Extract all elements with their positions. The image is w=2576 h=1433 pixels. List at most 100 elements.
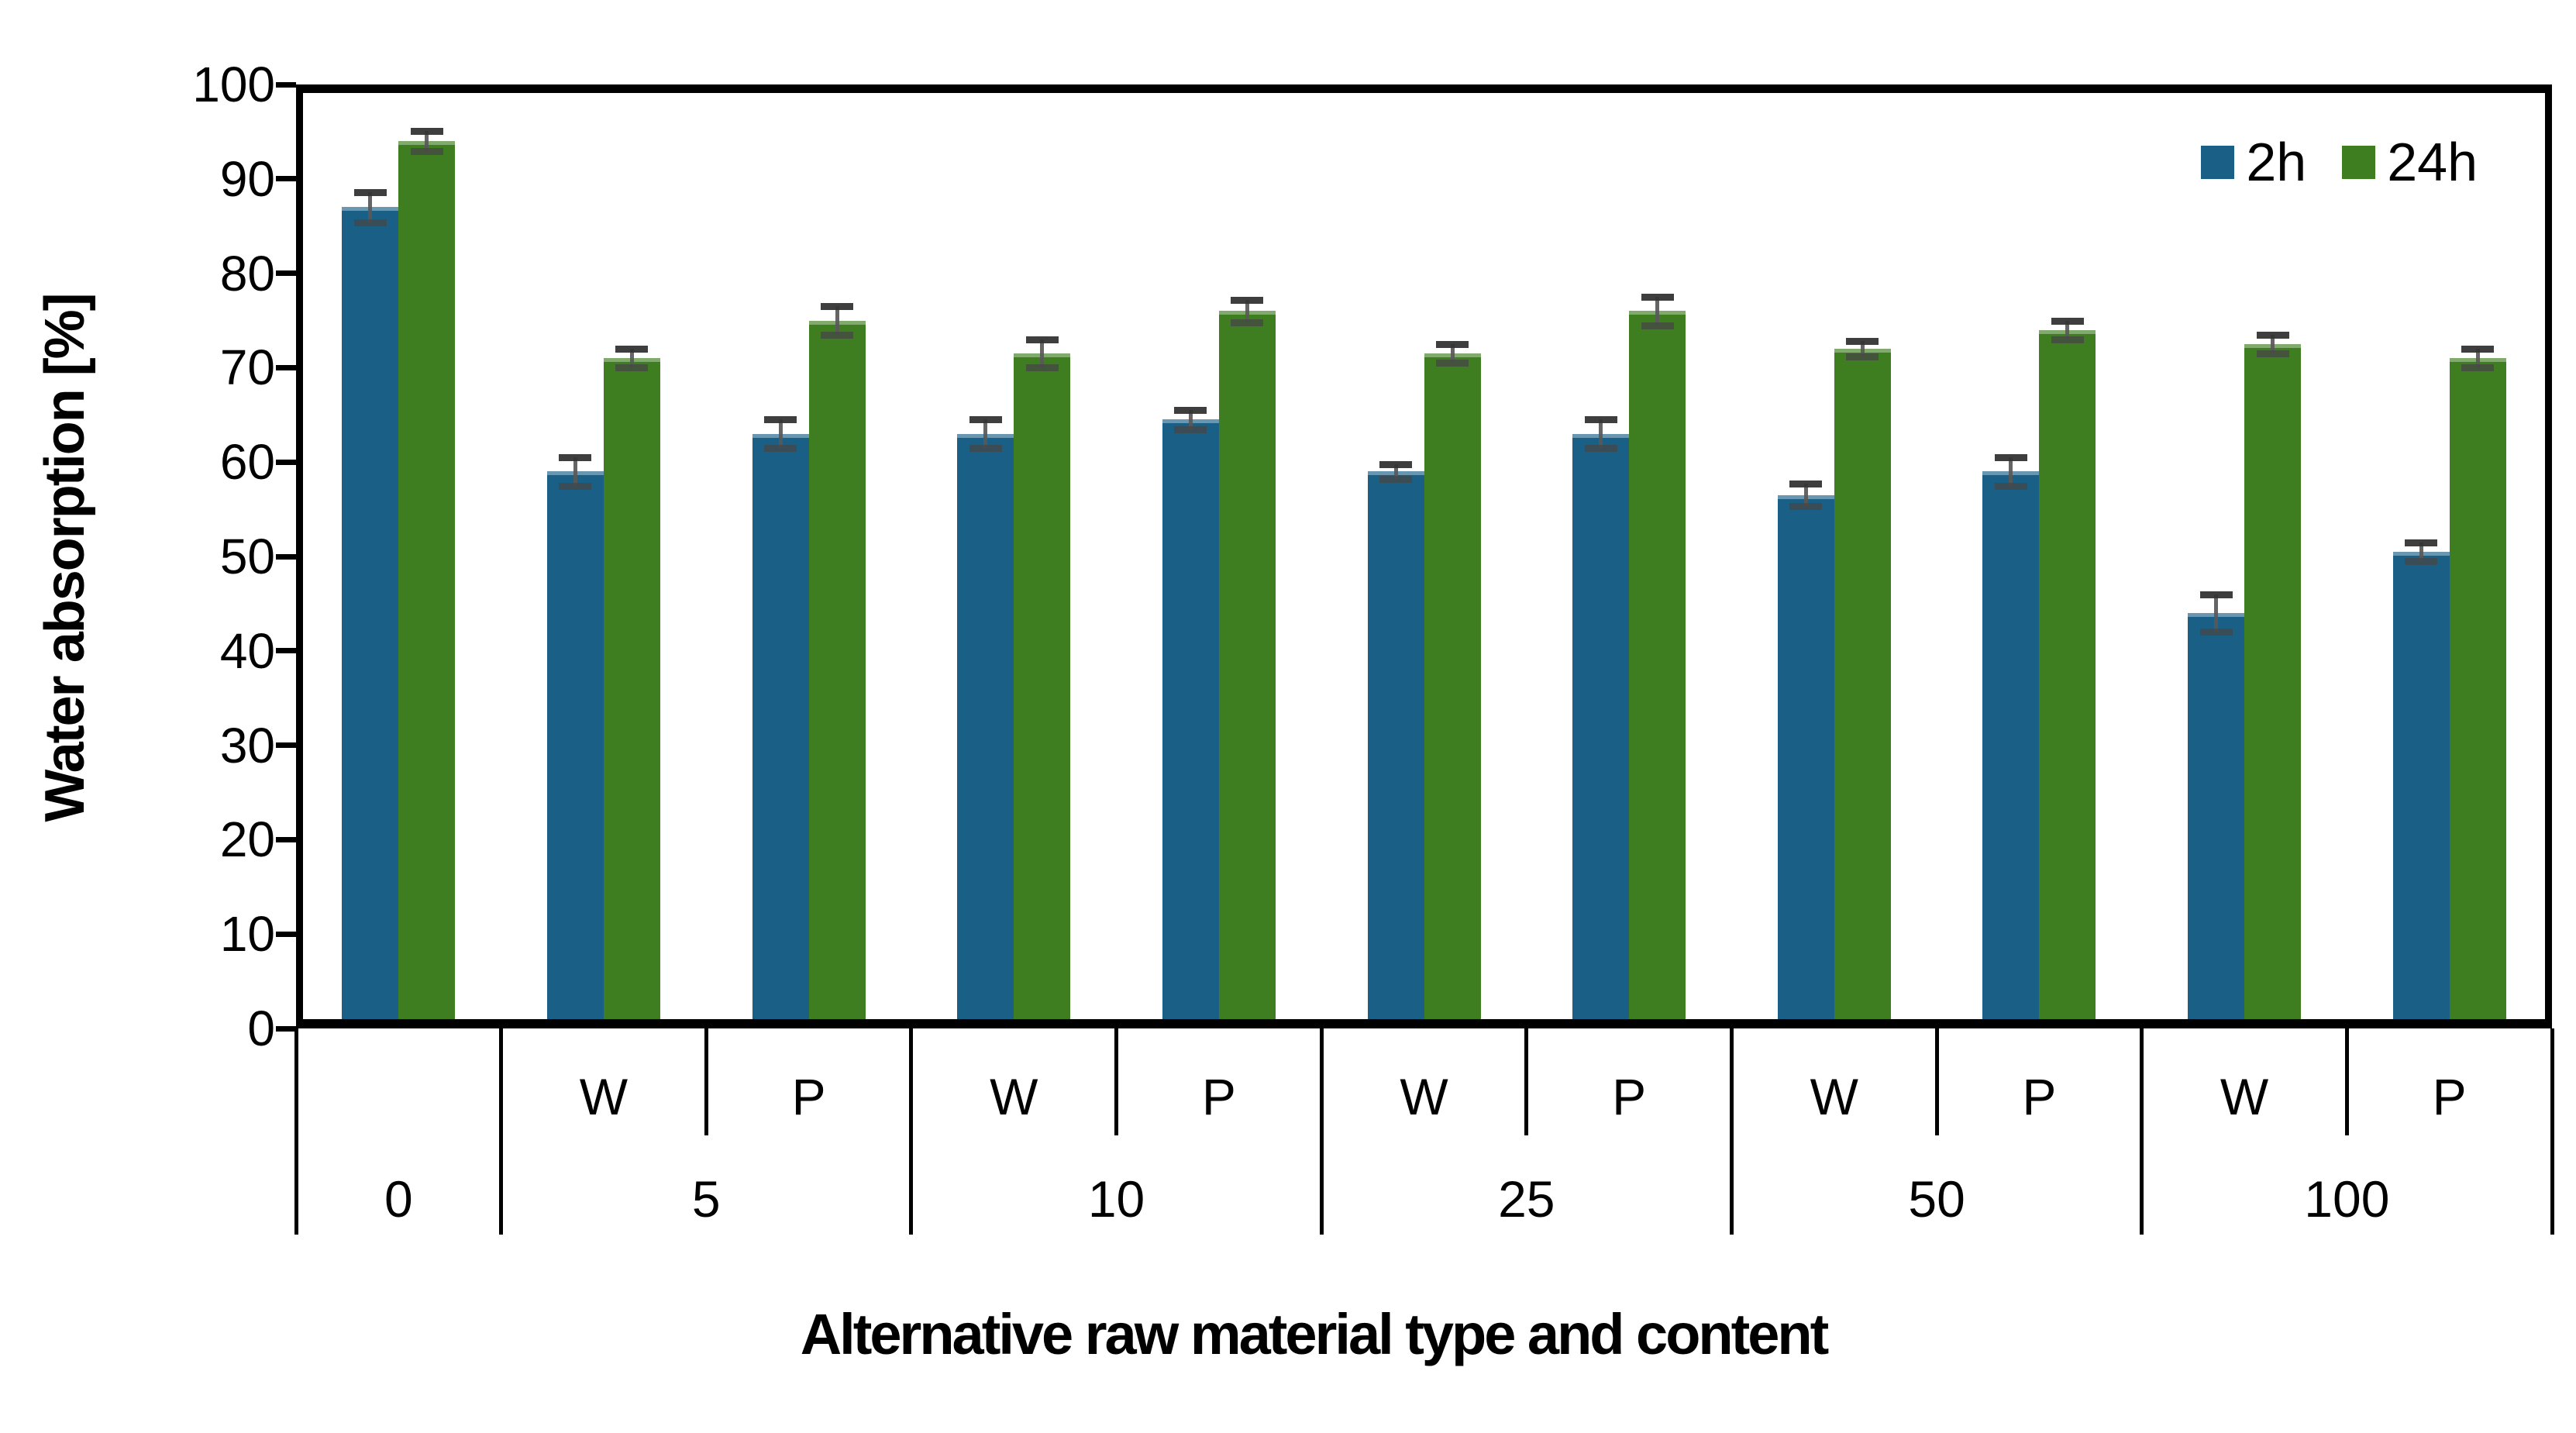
x-axis-title: Alternative raw material type and conten… — [800, 1302, 1830, 1366]
legend-item-24h: 24h — [2342, 133, 2478, 191]
y-axis-tick — [276, 364, 296, 370]
bar-24h-50W — [1834, 349, 1891, 1028]
error-bar-line — [835, 306, 839, 335]
error-bar-cap-bottom — [1994, 482, 2027, 490]
error-bar-cap-top — [2199, 591, 2233, 598]
error-bar-cap-bottom — [353, 219, 387, 226]
error-bar-cap-bottom — [1025, 364, 1059, 372]
group-divider-line — [499, 1028, 504, 1235]
sub-label-10-P: P — [1201, 1068, 1236, 1125]
error-bar-cap-top — [969, 416, 1002, 424]
bar-24h-10W — [1014, 353, 1071, 1028]
y-tick-label: 10 — [219, 906, 275, 963]
error-bar-cap-bottom — [2199, 629, 2233, 636]
error-bar-cap-top — [1174, 407, 1207, 415]
group-label-5: 5 — [691, 1170, 721, 1228]
sub-label-100-W: W — [2220, 1068, 2269, 1125]
subgroup-divider-line — [2344, 1028, 2349, 1135]
legend-swatch-24h — [2342, 145, 2376, 179]
error-bar-line — [1803, 484, 1808, 507]
y-axis-tick — [276, 836, 296, 842]
group-label-25: 25 — [1498, 1170, 1555, 1228]
error-bar-cap-top — [1641, 294, 1674, 301]
error-bar-cap-top — [2405, 539, 2438, 546]
group-divider-line — [909, 1028, 914, 1235]
y-tick-label: 0 — [247, 1001, 275, 1056]
error-bar-line — [2065, 320, 2070, 339]
y-tick-label: 30 — [219, 717, 275, 773]
error-bar-cap-top — [1436, 340, 1469, 348]
y-axis-tick — [276, 81, 296, 88]
bar-2h-5P — [752, 433, 809, 1028]
group-divider-line — [1729, 1028, 1734, 1235]
error-bar-line — [1188, 410, 1193, 429]
y-axis-tick — [276, 1025, 296, 1032]
error-bar-line — [1655, 297, 1660, 326]
sub-label-10-W: W — [990, 1068, 1038, 1125]
error-bar-line — [1450, 343, 1455, 363]
subgroup-divider-line — [1114, 1028, 1119, 1135]
error-bar-cap-top — [1846, 338, 1879, 346]
bar-2h-5W — [546, 471, 604, 1028]
legend-label-2h: 2h — [2246, 132, 2307, 192]
error-bar-cap-bottom — [615, 364, 649, 372]
bar-24h-25P — [1629, 311, 1686, 1028]
bar-24h-100P — [2449, 358, 2506, 1028]
sub-label-25-P: P — [1612, 1068, 1647, 1125]
error-bar-cap-top — [1584, 416, 1617, 424]
group-label-0: 0 — [384, 1170, 413, 1228]
error-bar-cap-bottom — [1174, 425, 1207, 433]
error-bar-cap-top — [615, 346, 649, 353]
legend: 2h 24h — [2201, 133, 2478, 191]
y-tick-label: 60 — [219, 434, 275, 491]
error-bar-cap-bottom — [2256, 350, 2289, 358]
group-label-100: 100 — [2304, 1170, 2390, 1228]
bar-2h-100P — [2392, 551, 2450, 1028]
bar-2h-100W — [2188, 613, 2245, 1028]
bar-24h-5P — [808, 320, 866, 1028]
error-bar-line — [1860, 341, 1865, 357]
legend-label-24h: 24h — [2387, 132, 2478, 192]
error-bar-line — [2419, 542, 2423, 562]
error-bar-cap-top — [353, 188, 387, 196]
error-bar-cap-bottom — [1846, 353, 1879, 360]
sub-label-25-W: W — [1400, 1068, 1448, 1125]
bar-2h-50P — [1982, 471, 2040, 1028]
error-bar-cap-bottom — [1231, 319, 1264, 326]
error-bar-cap-bottom — [1789, 503, 1823, 511]
bar-24h-25W — [1424, 353, 1481, 1028]
error-bar-cap-bottom — [764, 444, 797, 452]
error-bar-line — [983, 419, 988, 448]
y-axis-tick — [276, 931, 296, 937]
bar-24h-5W — [603, 358, 660, 1028]
bar-24h-100W — [2244, 343, 2302, 1028]
bar-24h-10P — [1218, 311, 1276, 1028]
error-bar-cap-bottom — [2051, 336, 2084, 343]
y-axis-tick — [276, 459, 296, 465]
error-bar-line — [2475, 349, 2480, 368]
error-bar-cap-top — [764, 416, 797, 424]
y-tick-label: 50 — [219, 529, 275, 584]
error-bar-cap-top — [2256, 331, 2289, 339]
y-axis-tick — [276, 270, 296, 277]
y-tick-label: 100 — [192, 57, 275, 112]
bar-24h-0 — [398, 141, 456, 1028]
error-bar-line — [1245, 299, 1249, 322]
y-tick-label: 70 — [219, 339, 275, 396]
y-axis-tick — [276, 648, 296, 654]
y-tick-label: 80 — [219, 245, 275, 301]
bar-2h-25W — [1367, 471, 1424, 1028]
y-axis-tick — [276, 553, 296, 560]
bar-2h-0 — [342, 207, 399, 1028]
group-divider-line — [1319, 1028, 1324, 1235]
error-bar-cap-bottom — [559, 482, 592, 490]
subgroup-divider-line — [1934, 1028, 1939, 1135]
bar-2h-10P — [1162, 419, 1219, 1028]
group-divider-line — [2550, 1028, 2554, 1235]
error-bar-line — [2214, 594, 2219, 632]
group-divider-line — [294, 1028, 298, 1235]
error-bar-cap-top — [2461, 346, 2495, 353]
error-bar-cap-top — [1379, 460, 1412, 468]
subgroup-divider-line — [1524, 1028, 1529, 1135]
